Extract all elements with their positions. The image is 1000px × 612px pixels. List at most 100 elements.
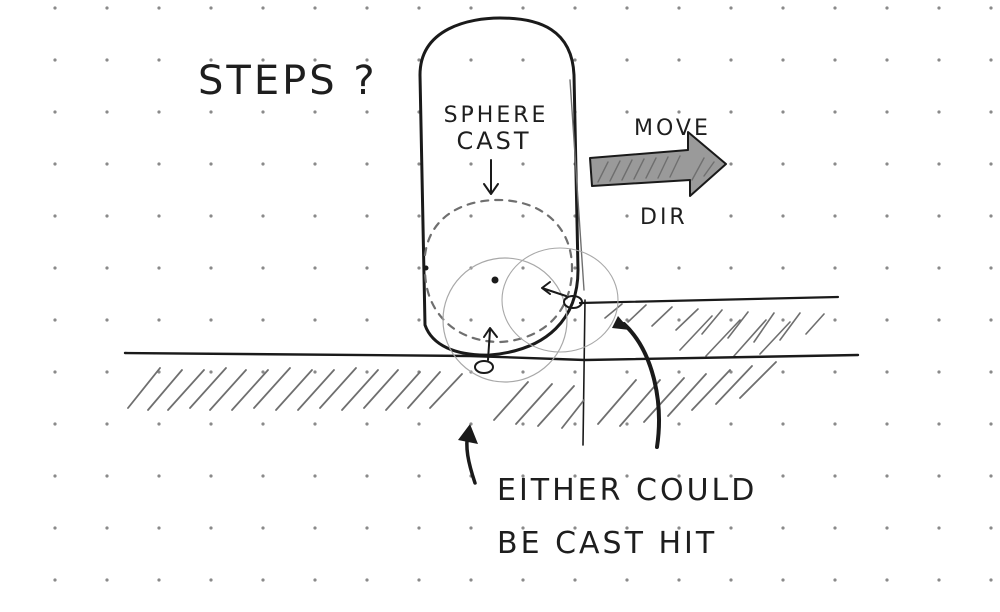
grid-dot xyxy=(53,58,57,62)
grid-dot xyxy=(833,110,837,114)
grid-dot xyxy=(209,110,213,114)
grid-dot xyxy=(625,474,629,478)
grid-dot xyxy=(677,370,681,374)
grid-dot xyxy=(833,162,837,166)
grid-dot xyxy=(105,422,109,426)
grid-dot xyxy=(157,266,161,270)
grid-dot xyxy=(885,422,889,426)
grid-dot xyxy=(989,58,993,62)
grid-dot xyxy=(885,6,889,10)
grid-dot xyxy=(625,110,629,114)
grid-dot xyxy=(261,318,265,322)
grid-dot xyxy=(157,6,161,10)
grid-dot xyxy=(417,526,421,530)
grid-dot xyxy=(781,474,785,478)
grid-dot xyxy=(53,6,57,10)
grid-dot xyxy=(417,578,421,582)
grid-dot xyxy=(625,6,629,10)
grid-dot xyxy=(521,578,525,582)
grid-dot xyxy=(885,162,889,166)
grid-dot xyxy=(417,162,421,166)
curved-arrow-up-icon xyxy=(458,424,478,485)
grid-dot xyxy=(573,422,577,426)
grid-dot xyxy=(365,110,369,114)
grid-dot xyxy=(313,370,317,374)
grid-dot xyxy=(157,578,161,582)
grid-dot xyxy=(53,422,57,426)
sphere-cast-label-line2: CAST xyxy=(456,127,531,155)
grid-dot xyxy=(833,266,837,270)
grid-dot xyxy=(885,526,889,530)
grid-dot xyxy=(885,318,889,322)
grid-dot xyxy=(313,318,317,322)
grid-dot xyxy=(105,162,109,166)
grid-dot xyxy=(937,318,941,322)
grid-dot xyxy=(261,370,265,374)
grid-dot xyxy=(937,370,941,374)
grid-dot xyxy=(209,266,213,270)
grid-dot xyxy=(261,526,265,530)
grid-dot xyxy=(573,58,577,62)
grid-dot xyxy=(781,58,785,62)
grid-dot xyxy=(677,578,681,582)
grid-dot xyxy=(833,578,837,582)
grid-dot xyxy=(573,370,577,374)
grid-dot xyxy=(157,526,161,530)
grid-dot xyxy=(417,214,421,218)
grid-dot xyxy=(313,474,317,478)
grid-dot xyxy=(417,474,421,478)
grid-dot xyxy=(365,214,369,218)
grid-dot xyxy=(729,474,733,478)
grid-dot xyxy=(105,58,109,62)
grid-dot xyxy=(677,266,681,270)
grid-dot xyxy=(885,214,889,218)
grid-dot xyxy=(729,370,733,374)
grid-dot xyxy=(209,318,213,322)
grid-dot xyxy=(469,58,473,62)
grid-dot xyxy=(53,214,57,218)
grid-dot xyxy=(729,318,733,322)
grid-dot xyxy=(781,162,785,166)
grid-dot xyxy=(365,162,369,166)
grid-dot xyxy=(937,526,941,530)
grid-dot xyxy=(261,422,265,426)
grid-dot xyxy=(365,526,369,530)
grid-dot xyxy=(833,6,837,10)
grid-dot xyxy=(261,162,265,166)
grid-dot xyxy=(625,526,629,530)
grid-dot xyxy=(53,162,57,166)
grid-dot xyxy=(833,526,837,530)
grid-dot xyxy=(885,266,889,270)
grid-dot xyxy=(521,162,525,166)
grid-dot xyxy=(989,266,993,270)
grid-dot xyxy=(885,58,889,62)
grid-dot xyxy=(573,318,577,322)
grid-dot xyxy=(521,6,525,10)
grid-dot xyxy=(157,214,161,218)
grid-dot xyxy=(729,578,733,582)
grid-dot xyxy=(209,162,213,166)
grid-dot xyxy=(53,474,57,478)
grid-dot xyxy=(417,422,421,426)
grid-dot xyxy=(833,58,837,62)
grid-dot xyxy=(209,6,213,10)
grid-dot xyxy=(469,6,473,10)
grid-dot xyxy=(521,58,525,62)
grid-dot xyxy=(781,318,785,322)
grid-dot xyxy=(53,110,57,114)
grid-dot xyxy=(313,110,317,114)
grid-dot xyxy=(469,214,473,218)
grid-dot xyxy=(937,578,941,582)
grid-dot xyxy=(313,58,317,62)
grid-dot xyxy=(677,474,681,478)
grid-dot xyxy=(573,474,577,478)
grid-dot xyxy=(365,318,369,322)
grid-dot xyxy=(209,578,213,582)
grid-dot xyxy=(989,578,993,582)
grid-dot xyxy=(261,214,265,218)
grid-dot xyxy=(937,422,941,426)
grid-dot xyxy=(989,370,993,374)
grid-dot xyxy=(989,318,993,322)
grid-dot xyxy=(365,6,369,10)
grid-dot xyxy=(677,214,681,218)
